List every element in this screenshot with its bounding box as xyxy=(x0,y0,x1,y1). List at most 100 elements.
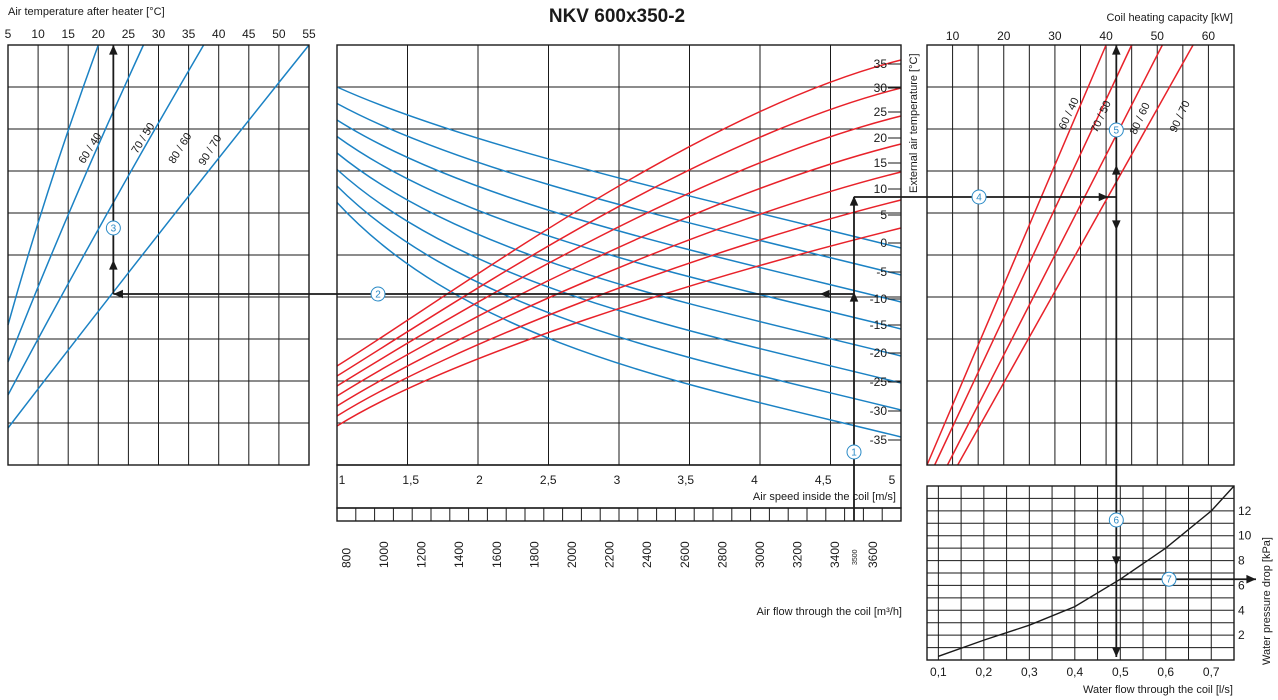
flow-axis-ticks: 800 1000 1200 1400 1600 1800 2000 2200 2400 2600 2… xyxy=(336,508,902,568)
speed-tick: 4 xyxy=(751,473,758,487)
step-marker: 5 xyxy=(1108,122,1124,138)
step-marker-number: 4 xyxy=(976,193,982,204)
right-bottom-y-axis-label: Water pressure drop [kPa] xyxy=(1261,537,1273,665)
right-top-panel: Coil heating capacity [kW] 10 20 30 40 50 60 … xyxy=(926,12,1235,466)
step-marker-circle xyxy=(1108,512,1124,528)
step-marker-circle xyxy=(105,220,121,236)
right-bottom-x-tick: 0,3 xyxy=(1021,665,1038,679)
flow-tick: 3600 xyxy=(866,541,880,568)
speed-axis-label: Air speed inside the coil [m/s] xyxy=(753,491,896,503)
flow-tick: 3400 xyxy=(828,541,842,568)
step-marker-number: 1 xyxy=(851,448,857,459)
right-bottom-y-tick: 4 xyxy=(1238,603,1245,617)
speed-axis-ticks: 1 1,5 2 2,5 3 3,5 4 4,5 5 xyxy=(339,473,896,487)
temperature-label: 10 xyxy=(874,182,888,196)
left-x-tick-labels: 5 10 15 20 25 30 35 40 45 50 55 xyxy=(5,27,316,41)
flow-tick: 1400 xyxy=(452,541,466,568)
left-x-axis-label: Air temperature after heater [°C] xyxy=(8,6,165,18)
left-x-tick: 5 xyxy=(5,27,12,41)
temperature-label: 30 xyxy=(874,81,888,95)
right-bottom-y-tick-labels: 2 4 6 8 10 12 xyxy=(1238,504,1252,642)
step-marker-number: 2 xyxy=(375,290,381,301)
speed-tick: 1,5 xyxy=(402,473,419,487)
right-bottom-x-tick: 0,5 xyxy=(1112,665,1129,679)
center-grid xyxy=(337,45,901,465)
temperature-label: -10 xyxy=(870,292,888,306)
temperature-label: -5 xyxy=(876,265,887,279)
temperature-label: 0 xyxy=(880,236,887,250)
step-marker: 3 xyxy=(105,220,121,236)
center-blue-curve xyxy=(336,86,902,249)
right-top-series xyxy=(926,44,1194,466)
right-top-series-line xyxy=(957,44,1194,466)
flow-tick: 2200 xyxy=(603,541,617,568)
arrow-head xyxy=(1246,574,1256,584)
step-marker-circle xyxy=(1161,571,1177,587)
temperature-label: 20 xyxy=(874,131,888,145)
speed-tick: 3 xyxy=(614,473,621,487)
step-marker: 6 xyxy=(1108,512,1124,528)
step-marker-circle xyxy=(370,286,386,302)
left-x-tick: 55 xyxy=(302,27,316,41)
arrow-head xyxy=(1098,192,1109,202)
flow-tick: 2600 xyxy=(678,541,692,568)
center-blue-curve xyxy=(336,102,902,276)
right-top-frame xyxy=(926,44,1235,466)
flow-tick: 3000 xyxy=(753,541,767,568)
step-marker: 2 xyxy=(370,286,386,302)
flow-axis-label: Air flow through the coil [m³/h] xyxy=(756,606,902,618)
pressure-drop-line xyxy=(938,485,1235,657)
right-bottom-x-axis-label: Water flow through the coil [l/s] xyxy=(1083,684,1233,696)
step-marker: 1 xyxy=(846,444,862,460)
center-red-curve xyxy=(336,199,902,417)
arrow-head xyxy=(1112,45,1121,55)
speed-tick: 3,5 xyxy=(677,473,694,487)
right-top-x-tick: 50 xyxy=(1151,29,1165,43)
temperature-label: -35 xyxy=(870,433,888,447)
right-bottom-frame xyxy=(926,485,1235,661)
step-marker-number: 6 xyxy=(1114,516,1120,527)
left-series-line xyxy=(7,44,145,363)
center-blue-curve xyxy=(336,201,902,438)
step-marker: 4 xyxy=(971,189,987,205)
left-series-label: 60 / 40 xyxy=(76,131,104,166)
left-series-line xyxy=(7,44,100,326)
right-top-x-axis-label: Coil heating capacity [kW] xyxy=(1106,12,1233,24)
left-x-tick: 40 xyxy=(212,27,226,41)
left-x-tick: 20 xyxy=(92,27,106,41)
arrow-head xyxy=(820,289,830,299)
temperature-label: 25 xyxy=(874,105,888,119)
center-temperature-labels: -35 -30 -25 -20 -15 -10 -5 0 5 10 15 20 25 30 35 xyxy=(870,57,901,447)
center-red-curve xyxy=(336,143,902,397)
flow-read-value: 3500 xyxy=(852,549,859,565)
left-x-tick: 50 xyxy=(272,27,286,41)
left-panel: Air temperature after heater [°C] 5 10 15 2… xyxy=(5,6,316,466)
speed-tick: 2,5 xyxy=(540,473,557,487)
left-x-tick: 45 xyxy=(242,27,256,41)
flow-tick: 2400 xyxy=(640,541,654,568)
right-bottom-y-tick: 8 xyxy=(1238,554,1245,568)
left-x-tick: 10 xyxy=(31,27,45,41)
center-red-curve xyxy=(336,59,902,367)
arrow-head xyxy=(1112,556,1121,566)
flow-tick: 2800 xyxy=(715,541,729,568)
step-marker: 7 xyxy=(1161,571,1177,587)
temperature-label: -30 xyxy=(870,404,888,418)
left-series-label: 90 / 70 xyxy=(196,133,224,168)
left-x-tick: 30 xyxy=(152,27,166,41)
flow-tick: 3200 xyxy=(791,541,805,568)
right-bottom-y-tick: 6 xyxy=(1238,578,1245,592)
right-top-series-label: 60 / 40 xyxy=(1057,96,1082,132)
left-x-tick: 25 xyxy=(122,27,136,41)
speed-tick: 5 xyxy=(889,473,896,487)
arrow-head xyxy=(1112,647,1121,657)
step-marker-circle xyxy=(846,444,862,460)
left-x-tick: 15 xyxy=(62,27,76,41)
right-top-x-tick: 20 xyxy=(997,29,1011,43)
right-top-x-tick: 60 xyxy=(1202,29,1216,43)
temperature-label: -25 xyxy=(870,375,888,389)
right-top-series-labels: 60 / 40 70 / 50 80 / 60 90 / 70 xyxy=(1057,96,1193,137)
right-bottom-panel: 0,1 0,2 0,3 0,4 0,5 0,6 0,7 2 4 6 8 10 12 Water flo… xyxy=(926,485,1273,696)
right-bottom-x-tick: 0,6 xyxy=(1157,665,1174,679)
